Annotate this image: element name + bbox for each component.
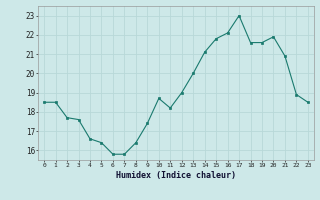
X-axis label: Humidex (Indice chaleur): Humidex (Indice chaleur) [116,171,236,180]
